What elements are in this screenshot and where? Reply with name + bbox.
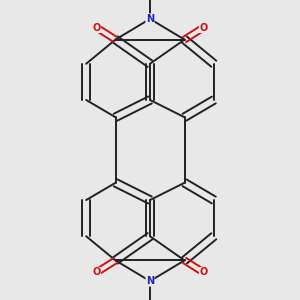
Text: O: O [199, 268, 208, 278]
Text: N: N [146, 14, 154, 24]
Text: O: O [199, 22, 208, 32]
Text: N: N [146, 276, 154, 286]
Text: O: O [92, 268, 101, 278]
Text: O: O [92, 22, 101, 32]
